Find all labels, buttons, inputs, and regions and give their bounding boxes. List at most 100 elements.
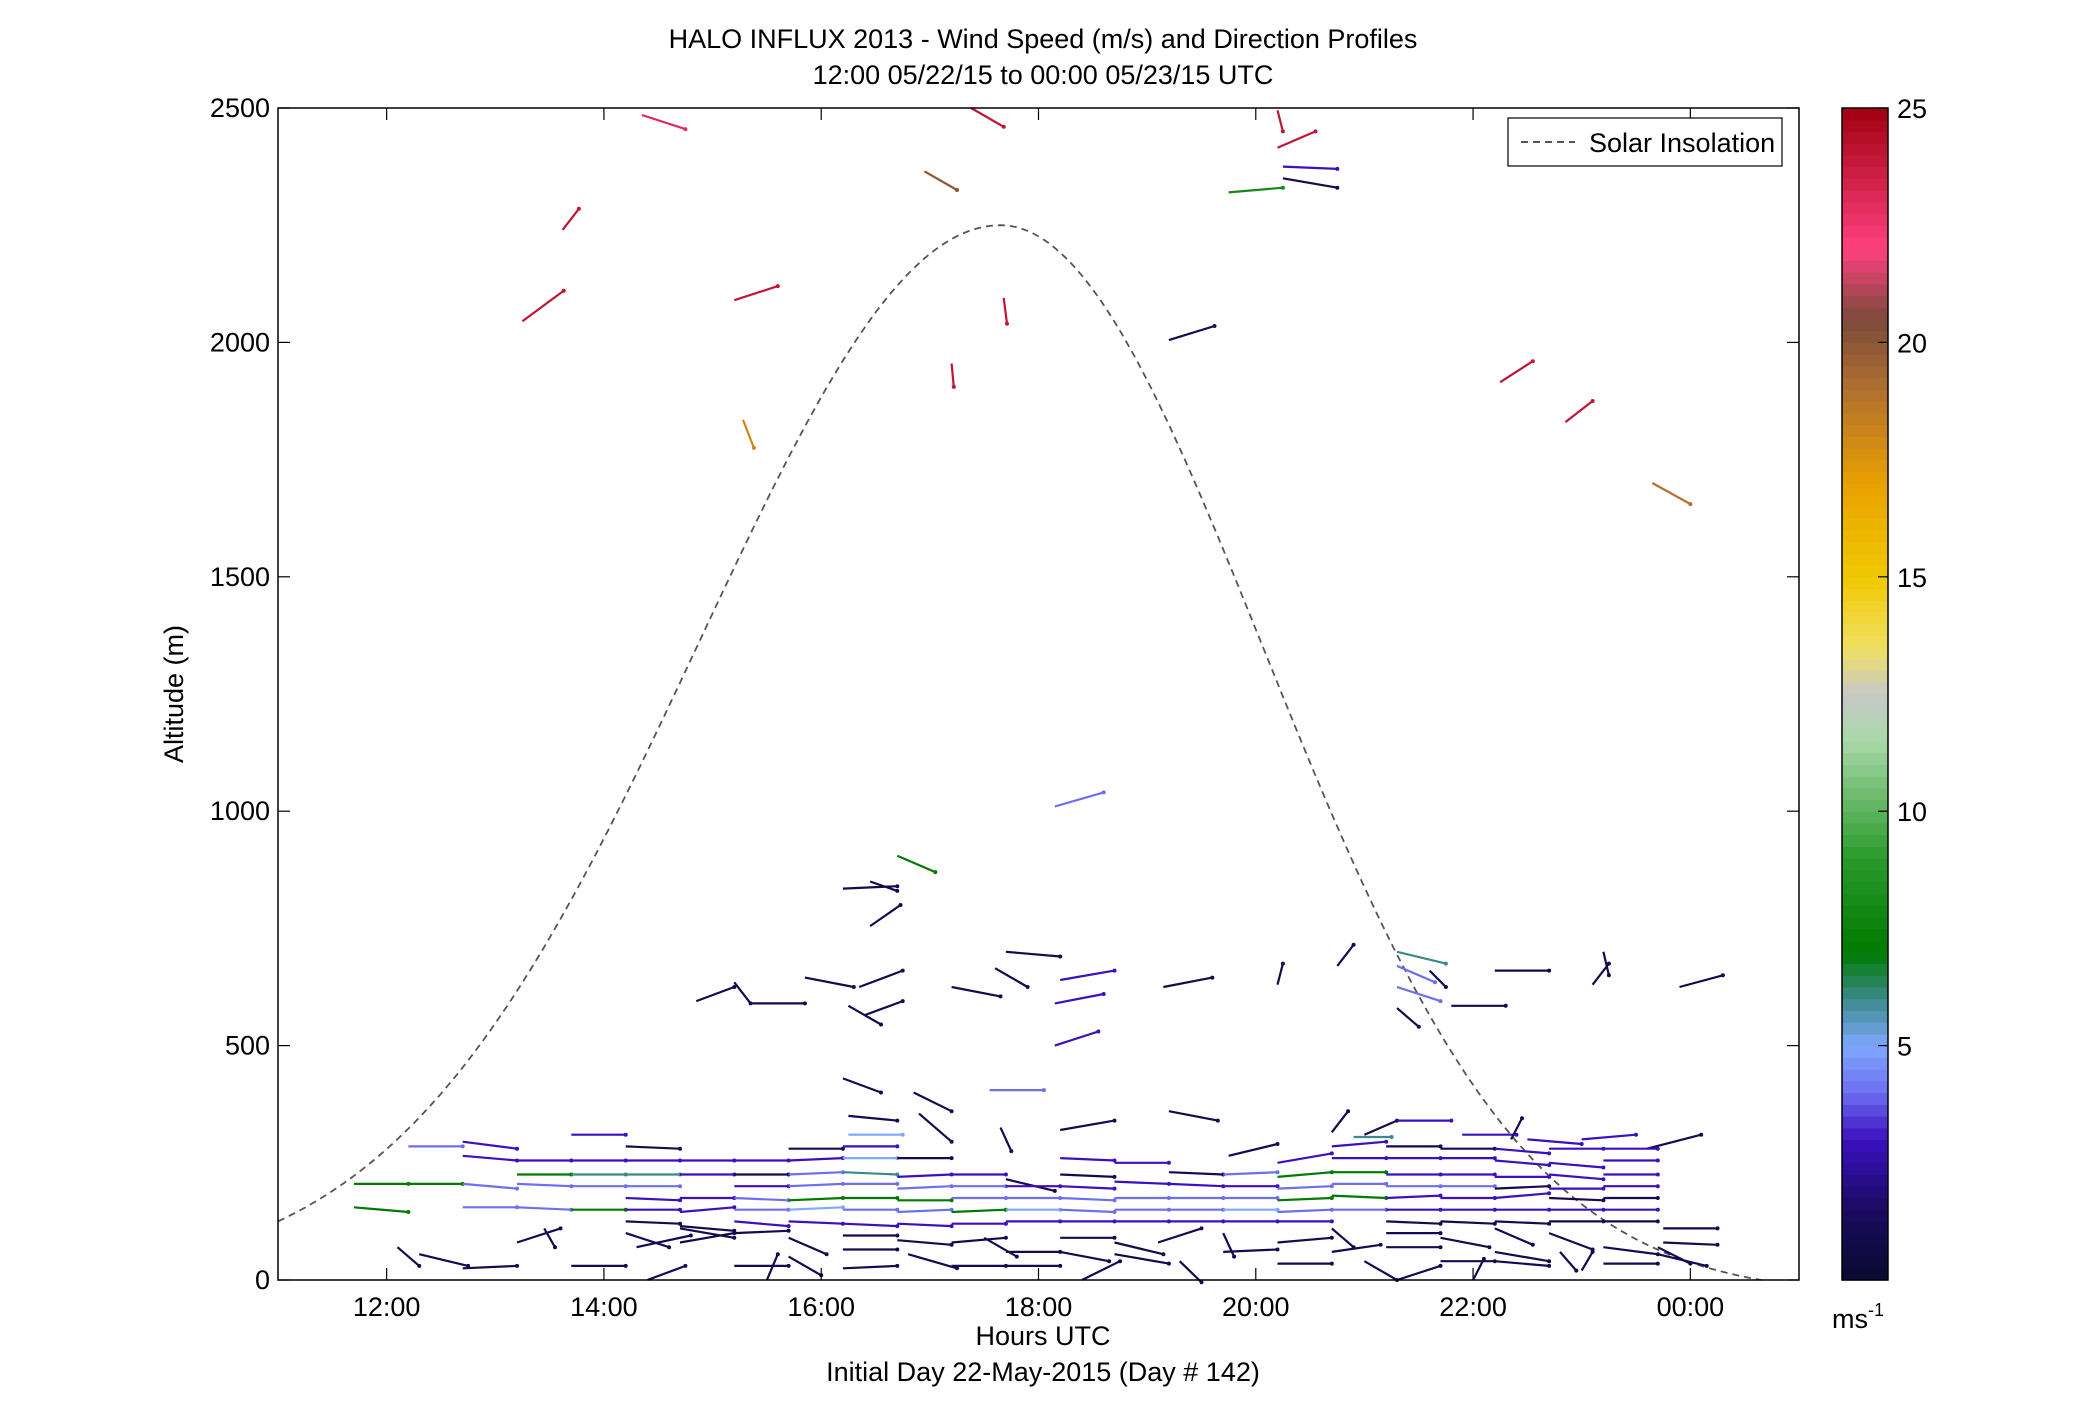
wind-vector-tip	[1005, 321, 1009, 326]
colorbar-segment	[1842, 905, 1888, 918]
wind-vector	[1651, 482, 1691, 506]
wind-vector-tip	[1009, 1149, 1014, 1154]
y-tick-label: 0	[255, 1265, 270, 1295]
wind-vector-tip	[900, 999, 905, 1004]
wind-vector-tip	[1655, 1172, 1660, 1177]
wind-vector-tip	[1058, 1263, 1063, 1268]
wind-vector-tip	[1547, 1191, 1552, 1196]
colorbar-segment	[1842, 588, 1888, 601]
colorbar-segment	[1842, 529, 1888, 543]
wind-vector-tip	[1275, 1207, 1280, 1212]
wind-vector	[897, 1239, 952, 1246]
wind-vector	[636, 1234, 692, 1249]
wind-vector	[1060, 1173, 1115, 1178]
colorbar-segment	[1842, 811, 1888, 824]
wind-vector-tip	[1280, 129, 1285, 134]
wind-vector-tip	[623, 1263, 628, 1268]
colorbar-segment	[1842, 1198, 1888, 1211]
wind-vector-tip	[751, 445, 756, 450]
wind-vector-tip	[895, 1224, 900, 1229]
wind-vector-tip	[1574, 1268, 1579, 1273]
wind-vector-tip	[1389, 1135, 1394, 1139]
wind-vector-tip	[1601, 1186, 1606, 1191]
wind-vector	[1580, 1251, 1594, 1272]
wind-vector	[1331, 1243, 1381, 1253]
wind-vector-tip	[1443, 961, 1448, 966]
wind-vector-tip	[1655, 1158, 1660, 1163]
wind-vector-tip	[1112, 1186, 1117, 1191]
colorbar-segment	[1842, 623, 1888, 637]
chart-title: HALO INFLUX 2013 - Wind Speed (m/s) and …	[669, 24, 1418, 54]
wind-vector	[1081, 1260, 1121, 1281]
solar-insolation-layer	[277, 224, 1762, 1281]
wind-vector-tip	[1503, 1003, 1508, 1008]
y-axis-label: Altitude (m)	[159, 625, 189, 763]
wind-vector	[864, 1000, 904, 1017]
colorbar-segment	[1842, 389, 1888, 402]
wind-vector-tip	[1579, 1142, 1584, 1146]
colorbar-segment	[1842, 1162, 1888, 1176]
wind-vector-tip	[553, 1245, 557, 1250]
colorbar-segment	[1842, 471, 1888, 484]
colorbar-segment	[1842, 401, 1888, 414]
wind-vector-tip	[1003, 1172, 1008, 1177]
wind-vector	[842, 885, 898, 890]
wind-vector	[734, 1220, 789, 1228]
colorbar-segment	[1842, 1115, 1888, 1129]
wind-vector	[897, 1173, 952, 1178]
wind-vector-tip	[678, 1184, 682, 1189]
wind-vector-tip	[1492, 1221, 1497, 1226]
wind-vector-tip	[1014, 1254, 1019, 1259]
wind-vector-tip	[1606, 973, 1611, 978]
wind-vector-tip	[1547, 1221, 1552, 1226]
wind-vector	[1494, 1185, 1550, 1190]
wind-vector	[733, 285, 779, 302]
wind-vector-tip	[895, 1196, 900, 1200]
wind-vector	[1222, 1232, 1236, 1258]
colorbar-segment	[1842, 1186, 1888, 1199]
colorbar-tick-label: 20	[1897, 328, 1927, 358]
wind-vector-tip	[1438, 1144, 1443, 1149]
colorbar-segment	[1842, 213, 1888, 226]
wind-vector-tip	[1003, 1221, 1008, 1226]
wind-vector-tip	[1530, 359, 1535, 364]
colorbar-segment	[1842, 1174, 1888, 1187]
wind-vector-tip	[1112, 968, 1117, 973]
wind-vector	[1054, 791, 1105, 808]
wind-vector-tip	[1715, 1242, 1720, 1247]
wind-vector-tip	[1443, 985, 1448, 989]
colorbar-segment	[1842, 799, 1888, 812]
wind-vector	[418, 1253, 469, 1267]
wind-vector-tip	[900, 1132, 905, 1137]
colorbar-segment	[1842, 283, 1888, 297]
wind-vector	[1060, 1185, 1115, 1190]
wind-vector	[1331, 1227, 1355, 1249]
wind-vector	[848, 1114, 898, 1122]
colorbar-segment	[1842, 483, 1888, 496]
wind-vector-tip	[949, 1207, 954, 1212]
x-tick-label: 12:00	[353, 1292, 421, 1322]
colorbar-segment	[1842, 412, 1888, 426]
wind-vector-tip	[895, 1263, 900, 1268]
wind-vector-tip	[1438, 1221, 1443, 1226]
wind-vector-tip	[515, 1186, 519, 1191]
wind-vector-tip	[949, 1242, 954, 1247]
wind-vector	[1602, 951, 1610, 976]
wind-vector	[1564, 400, 1594, 423]
wind-vector-tip	[895, 1172, 900, 1177]
wind-vector	[788, 1171, 843, 1176]
colorbar-segment	[1842, 916, 1888, 930]
colorbar-segment	[1842, 494, 1888, 508]
wind-vector	[907, 1253, 958, 1270]
x-tick-label: 22:00	[1439, 1292, 1507, 1322]
colorbar-segment	[1842, 108, 1888, 121]
wind-vector-tip	[1335, 166, 1340, 171]
colorbar-segment	[1842, 998, 1888, 1012]
wind-vector	[734, 1229, 789, 1235]
wind-vector-tip	[1547, 1174, 1552, 1179]
wind-vector	[679, 1206, 735, 1214]
wind-vector	[788, 1182, 843, 1188]
wind-vector-tip	[1433, 980, 1437, 985]
wind-vector-tip	[1275, 1247, 1280, 1252]
